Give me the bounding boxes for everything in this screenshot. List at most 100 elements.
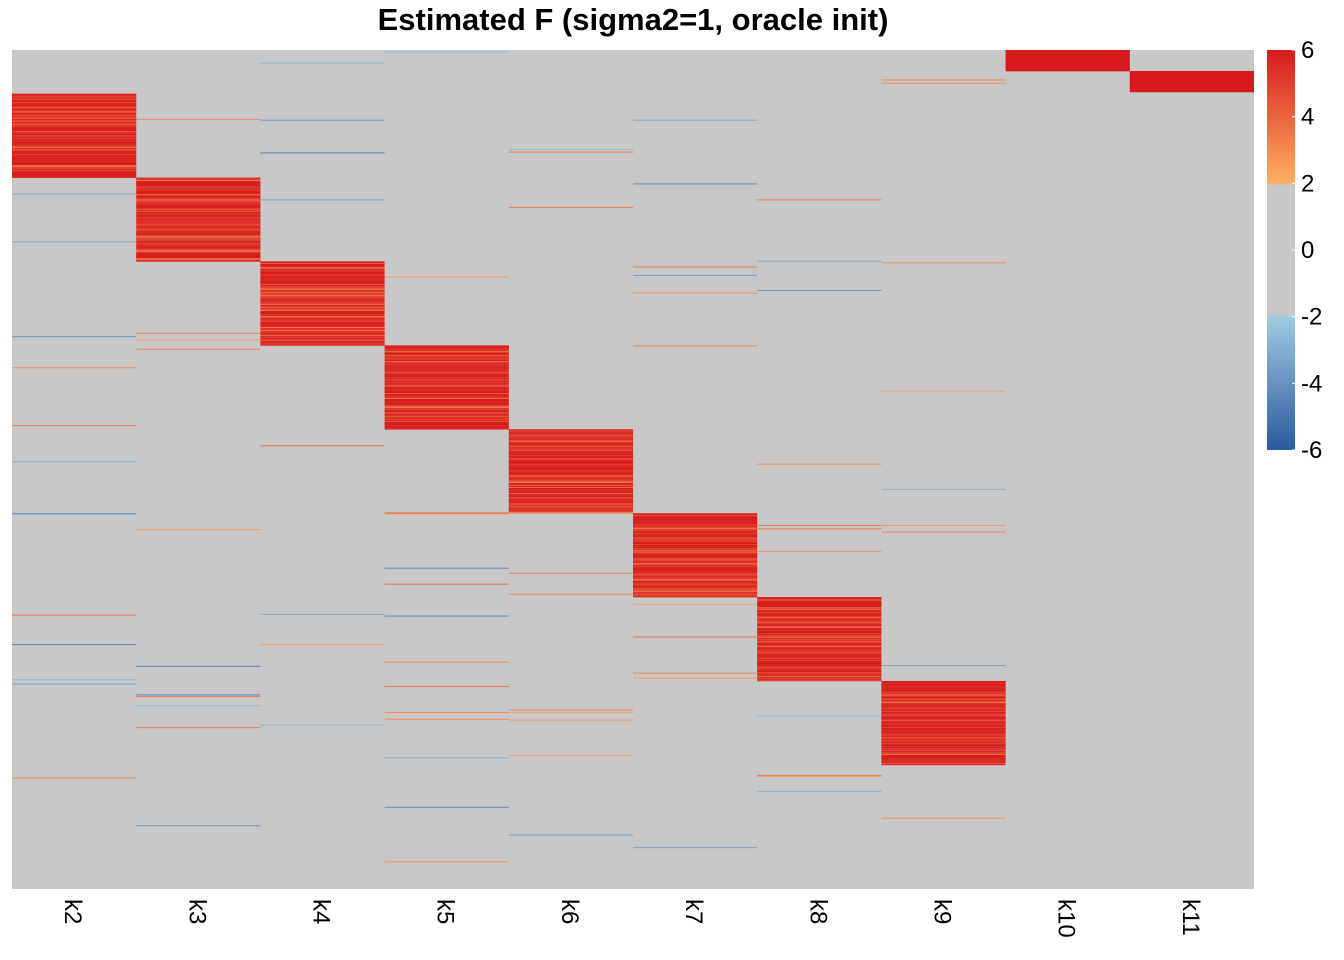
heatmap-cell — [881, 753, 1006, 756]
heatmap-cell — [633, 530, 758, 532]
heatmap-cell — [757, 664, 882, 667]
heatmap-cell — [757, 628, 882, 630]
heatmap-cell — [136, 181, 261, 183]
heatmap-cell — [12, 163, 137, 165]
heatmap-noise-cell — [633, 274, 758, 276]
heatmap-cell — [633, 576, 758, 579]
heatmap-cell — [12, 96, 137, 99]
heatmap-noise-cell — [260, 152, 385, 154]
heatmap-cell — [757, 676, 882, 678]
heatmap-cell — [136, 192, 261, 194]
heatmap-cell — [136, 258, 261, 260]
heatmap-cell — [508, 434, 633, 436]
heatmap-cell — [881, 725, 1006, 727]
heatmap-cell — [757, 657, 882, 659]
heatmap-cell — [12, 149, 137, 151]
heatmap-cell — [1129, 90, 1254, 92]
heatmap-cell — [1129, 89, 1254, 91]
heatmap-cell — [12, 162, 137, 164]
heatmap-cell — [260, 319, 385, 321]
heatmap-cell — [260, 261, 385, 263]
heatmap-cell — [633, 533, 758, 535]
heatmap-noise-cell — [384, 685, 509, 688]
heatmap-cell — [881, 724, 1006, 726]
heatmap-cell — [1129, 91, 1254, 93]
heatmap-cell — [633, 581, 758, 583]
heatmap-cell — [508, 466, 633, 469]
heatmap-cell — [633, 578, 758, 580]
heatmap-cell — [757, 602, 882, 605]
heatmap-cell — [1129, 73, 1254, 75]
heatmap-noise-lines — [12, 51, 1006, 863]
heatmap-cell — [12, 112, 137, 115]
heatmap-cell — [633, 565, 758, 568]
heatmap-cell — [12, 127, 137, 129]
heatmap-cell — [633, 552, 758, 554]
heatmap-cell — [881, 761, 1006, 763]
heatmap-cell — [508, 489, 633, 491]
heatmap-cell — [633, 567, 758, 569]
heatmap-cell — [1129, 71, 1254, 73]
heatmap-cell — [384, 413, 509, 415]
heatmap-cell — [508, 450, 633, 452]
heatmap-cell — [136, 246, 261, 248]
heatmap-cell — [757, 680, 882, 682]
heatmap-noise-cell — [508, 149, 633, 151]
heatmap-cell — [12, 121, 137, 123]
heatmap-cell — [881, 730, 1006, 732]
heatmap-cell — [1005, 68, 1130, 70]
heatmap-cell — [12, 102, 137, 105]
heatmap-cell — [12, 97, 137, 100]
heatmap-cell — [633, 527, 758, 529]
heatmap-cell — [136, 223, 261, 225]
heatmap-cell — [633, 543, 758, 545]
heatmap-cell — [757, 678, 882, 680]
heatmap-cell — [881, 738, 1006, 741]
heatmap-cell — [508, 480, 633, 482]
heatmap-cell — [260, 277, 385, 279]
heatmap-cell — [384, 426, 509, 428]
heatmap-noise-cell — [757, 463, 882, 465]
heatmap-noise-cell — [757, 715, 882, 717]
heatmap-cell — [757, 616, 882, 618]
heatmap-cell — [12, 105, 137, 107]
heatmap-cell — [633, 557, 758, 559]
legend-color-bar — [1267, 50, 1295, 450]
heatmap-cell — [881, 741, 1006, 743]
heatmap-cell — [757, 637, 882, 639]
heatmap-noise-cell — [633, 847, 758, 849]
heatmap-cell — [633, 575, 758, 577]
heatmap-cell — [508, 476, 633, 478]
heatmap-cell — [757, 625, 882, 627]
heatmap-cell — [136, 231, 261, 233]
heatmap-cell — [384, 395, 509, 397]
heatmap-block-k10 — [1005, 50, 1130, 72]
heatmap-cell — [260, 271, 385, 273]
heatmap-cell — [136, 182, 261, 184]
heatmap-cell — [757, 655, 882, 657]
heatmap-cell — [136, 239, 261, 241]
heatmap-cell — [384, 391, 509, 393]
heatmap-cell — [633, 551, 758, 553]
heatmap-cell — [136, 232, 261, 235]
heatmap-block-k5 — [384, 345, 509, 430]
heatmap-cell — [12, 167, 137, 169]
heatmap-cell — [508, 477, 633, 479]
heatmap-cell — [508, 467, 633, 470]
heatmap-cell — [136, 251, 261, 253]
heatmap-cell — [260, 310, 385, 312]
heatmap-cell — [260, 287, 385, 289]
heatmap-cell — [508, 507, 633, 509]
heatmap-cell — [1129, 86, 1254, 89]
heatmap-cell — [260, 281, 385, 283]
heatmap-cell — [1005, 53, 1130, 55]
heatmap-cell — [633, 584, 758, 586]
heatmap-cell — [136, 240, 261, 242]
heatmap-cell — [12, 99, 137, 101]
heatmap-cell — [633, 521, 758, 523]
heatmap-cell — [384, 361, 509, 363]
heatmap-cell — [12, 107, 137, 110]
heatmap-cell — [384, 403, 509, 405]
heatmap-cell — [260, 273, 385, 275]
heatmap-cell — [881, 717, 1006, 719]
